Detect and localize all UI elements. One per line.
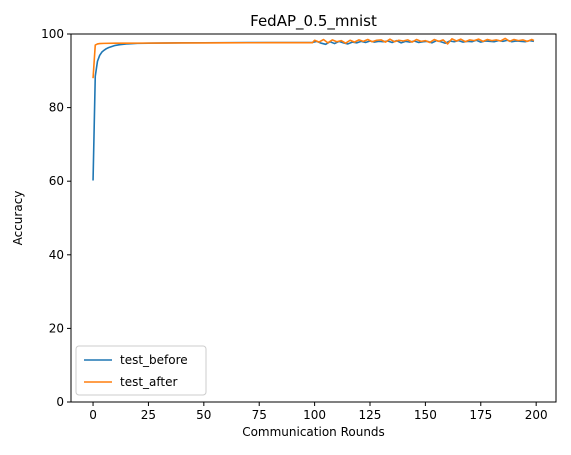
x-tick-label: 0 [89, 408, 97, 422]
x-axis-label: Communication Rounds [242, 425, 385, 439]
legend-label: test_after [120, 375, 178, 389]
x-tick-label: 75 [252, 408, 267, 422]
plot-frame [70, 33, 557, 403]
x-axis-ticks: 0 25 50 75 100 125 150 175 200 [89, 402, 548, 422]
y-tick-label: 40 [49, 248, 64, 262]
y-axis-ticks: 0 20 40 60 80 100 [41, 27, 71, 409]
legend-label: test_before [120, 353, 188, 367]
series-line-test-after [92, 37, 535, 79]
series-layer [92, 37, 535, 181]
y-tick-label: 60 [49, 174, 64, 188]
x-tick-label: 150 [414, 408, 437, 422]
y-tick-label: 100 [41, 27, 64, 41]
y-axis-label: Accuracy [11, 191, 25, 246]
x-tick-label: 100 [303, 408, 326, 422]
chart-title: FedAP_0.5_mnist [250, 12, 377, 31]
x-tick-label: 200 [525, 408, 548, 422]
y-tick-label: 0 [56, 395, 64, 409]
series-line-test-before [92, 39, 535, 181]
y-tick-label: 20 [49, 321, 64, 335]
y-tick-label: 80 [49, 101, 64, 115]
x-tick-label: 175 [469, 408, 492, 422]
legend: test_before test_after [75, 345, 207, 396]
x-tick-label: 25 [141, 408, 156, 422]
x-tick-label: 50 [196, 408, 211, 422]
x-tick-label: 125 [359, 408, 382, 422]
